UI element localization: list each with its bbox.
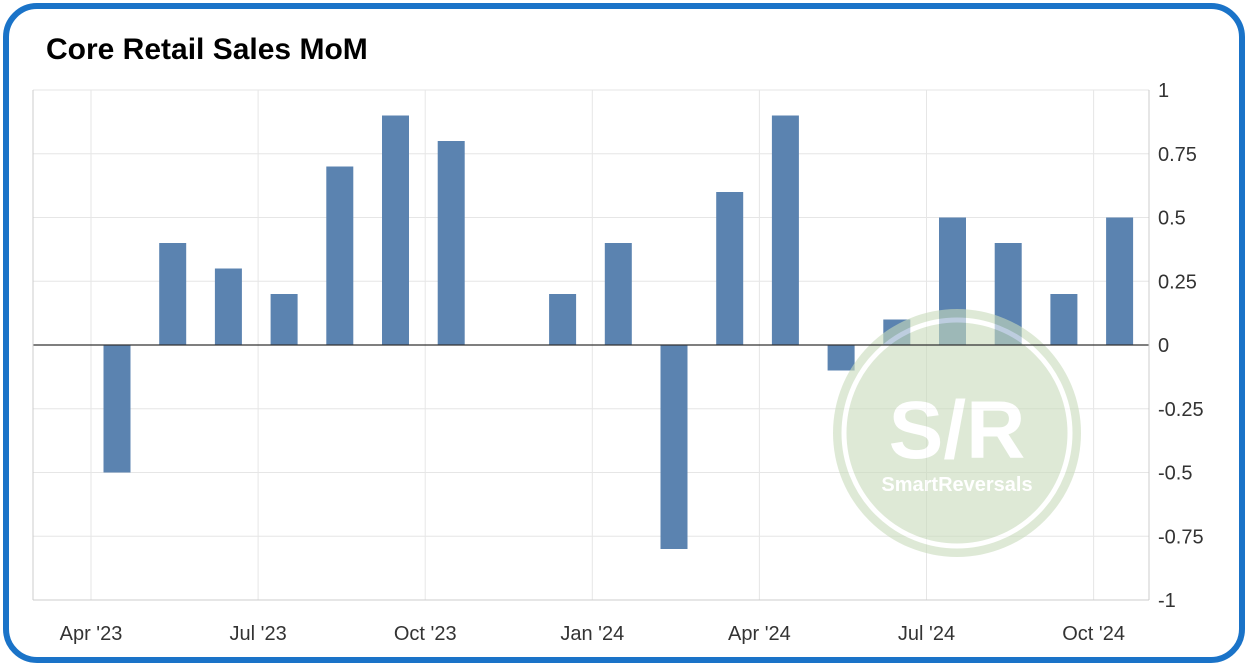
x-tick-label: Apr '24 — [728, 623, 791, 645]
y-tick-label: 1 — [1158, 80, 1169, 102]
bar-dec-2023 — [549, 294, 577, 345]
bar-apr-2023 — [103, 345, 131, 473]
bar-aug-2023 — [326, 166, 354, 345]
bar-may-2024 — [827, 345, 855, 371]
bar-may-2023 — [159, 243, 187, 345]
y-tick-label: -0.75 — [1158, 526, 1204, 548]
x-tick-label: Jul '23 — [230, 623, 287, 645]
bar-mar-2024 — [716, 192, 744, 345]
bar-jan-2024 — [604, 243, 632, 345]
bar-oct-2023 — [437, 141, 465, 345]
x-tick-label: Oct '24 — [1062, 623, 1125, 645]
bar-feb-2024 — [660, 345, 688, 549]
x-tick-label: Oct '23 — [394, 623, 457, 645]
bar-sep-2024 — [1050, 294, 1078, 345]
axes: 1 0.75 0.5 0.25 0 -0.25 -0.5 -0.75 -1 Apr '23 Jul … — [32, 80, 1204, 645]
bar-apr-2024 — [771, 115, 799, 345]
bar-jun-2023 — [214, 268, 242, 345]
bar-sep-2023 — [382, 115, 409, 345]
watermark-ring — [841, 317, 1073, 549]
y-tick-label: -0.25 — [1158, 399, 1204, 421]
x-tick-label: Jan '24 — [560, 623, 624, 645]
y-tick-label: -0.5 — [1158, 463, 1192, 485]
smartreversals-watermark: S/R SmartReversals — [833, 309, 1081, 557]
x-tick-label: Jul '24 — [898, 623, 955, 645]
x-tick-label: Apr '23 — [60, 623, 123, 645]
watermark-outer-circle — [833, 309, 1081, 557]
watermark-sub-text: SmartReversals — [881, 474, 1032, 496]
y-tick-label: 0.5 — [1158, 208, 1186, 230]
bar-jul-2023 — [270, 294, 298, 345]
y-tick-label: 0.25 — [1158, 271, 1197, 293]
y-tick-label: 0 — [1158, 335, 1169, 357]
y-tick-label: -1 — [1158, 590, 1176, 612]
bar-oct-2024 — [1106, 217, 1134, 345]
watermark-main-text: S/R — [889, 385, 1026, 476]
y-tick-label: 0.75 — [1158, 144, 1197, 166]
chart-title: Core Retail Sales MoM — [46, 33, 368, 66]
